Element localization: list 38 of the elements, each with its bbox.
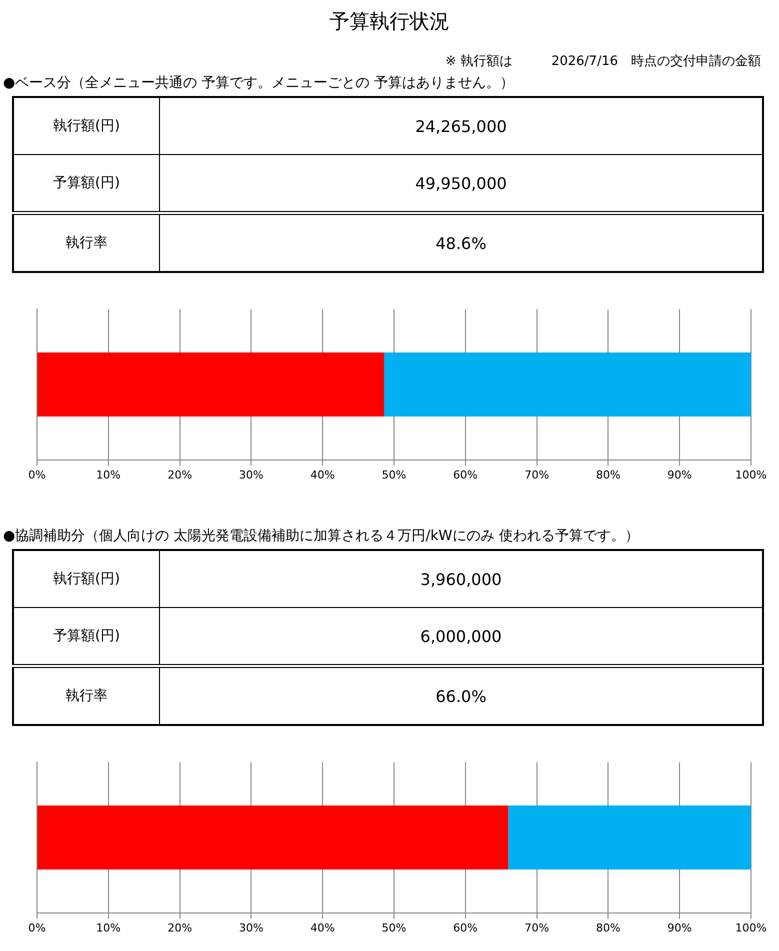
- x-tick-label: 50%: [382, 921, 406, 934]
- x-tick-label: 90%: [667, 468, 692, 482]
- x-tick-label: 100%: [735, 468, 767, 482]
- chart-subtitle: ※ 執行額は 2026/7/16 時点の交付申請の金額: [444, 53, 762, 70]
- text: 24,265,000: [160, 97, 763, 154]
- x-tick-label: 70%: [524, 468, 550, 482]
- text: 48.6%: [160, 213, 763, 272]
- x-tick-label: 100%: [735, 921, 767, 934]
- x-tick-label: 30%: [238, 468, 264, 482]
- x-tick-label: 30%: [238, 921, 264, 934]
- x-tick-label: 60%: [453, 468, 478, 482]
- x-tick-label: 10%: [96, 921, 121, 934]
- x-tick-label: 90%: [667, 921, 692, 934]
- x-tick-label: 0%: [28, 921, 46, 934]
- x-tick-label: 40%: [310, 468, 335, 482]
- x-tick-label: 20%: [168, 921, 192, 934]
- text: 執行額(円): [13, 550, 160, 608]
- x-tick-label: 10%: [96, 468, 121, 482]
- text: 予算額(円): [13, 608, 160, 666]
- x-tick-label: 80%: [596, 468, 620, 482]
- text: ●ベース分（全メニュー共通の 予算です。メニューごとの 予算はありません。）: [2, 74, 516, 93]
- x-tick-label: 40%: [310, 921, 335, 934]
- x-tick-label: 50%: [382, 468, 406, 482]
- x-tick-label: 60%: [453, 921, 478, 934]
- chart-title: 予算執行状況: [328, 8, 450, 35]
- x-tick-label: 80%: [596, 921, 620, 934]
- text: 執行額(円): [13, 97, 160, 154]
- text: 執行率: [13, 666, 160, 725]
- text: 予算額(円): [13, 154, 160, 213]
- text: 3,960,000: [160, 550, 763, 608]
- text: 6,000,000: [160, 608, 763, 666]
- x-tick-label: 20%: [168, 468, 192, 482]
- text: 49,950,000: [160, 154, 763, 213]
- text: 66.0%: [160, 666, 763, 725]
- x-tick-label: 0%: [28, 468, 46, 482]
- x-tick-label: 70%: [524, 921, 550, 934]
- text: ●協調補助分（個人向けの 太陽光発電設備補助に加算される４万円/kWにのみ 使われる予算です。）: [2, 527, 640, 546]
- text: 執行率: [13, 213, 160, 272]
